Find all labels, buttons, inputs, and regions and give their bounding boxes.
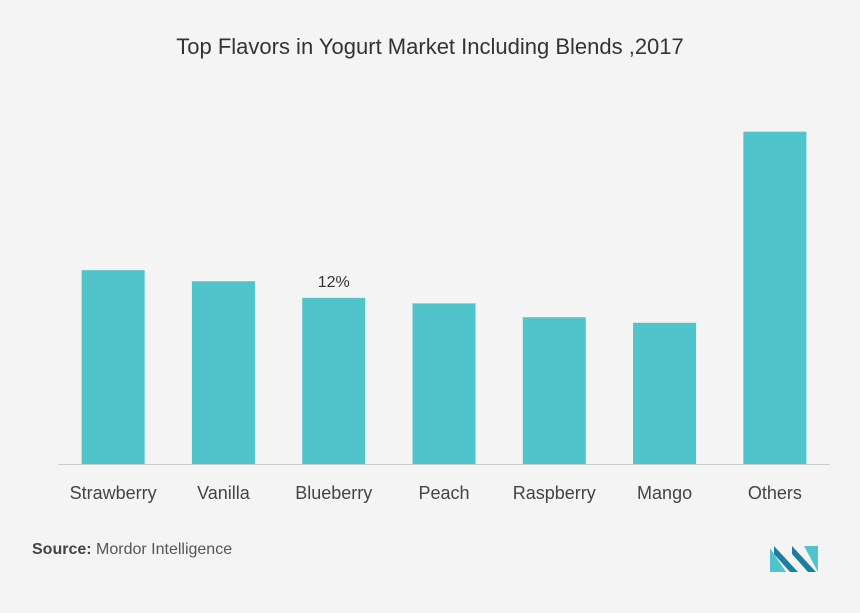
- x-tick-label: Raspberry: [513, 483, 596, 503]
- x-tick-label: Mango: [637, 483, 692, 503]
- x-tick-label: Vanilla: [197, 483, 251, 503]
- source-note: Source: Mordor Intelligence: [32, 541, 232, 559]
- data-label: 12%: [318, 274, 350, 291]
- source-text: Mordor Intelligence: [96, 541, 233, 558]
- source-label: Source:: [32, 541, 92, 558]
- x-tick-label: Blueberry: [295, 483, 372, 503]
- bar-vanilla: [191, 281, 255, 464]
- mordor-intelligence-logo-icon: [770, 546, 818, 572]
- bar-raspberry: [522, 317, 586, 464]
- bar-strawberry: [81, 270, 145, 464]
- x-tick-label: Peach: [418, 483, 469, 503]
- bar-others: [743, 131, 807, 464]
- chart-title: Top Flavors in Yogurt Market Including B…: [176, 34, 684, 59]
- bar-mango: [633, 322, 697, 464]
- x-tick-label: Others: [748, 483, 802, 503]
- bar-blueberry: [302, 297, 366, 464]
- x-tick-label: Strawberry: [70, 483, 157, 503]
- bar-peach: [412, 303, 476, 464]
